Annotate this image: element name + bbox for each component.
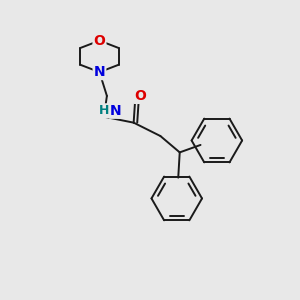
Text: N: N bbox=[110, 104, 122, 118]
Text: O: O bbox=[94, 34, 105, 48]
Text: H: H bbox=[99, 104, 109, 117]
Text: N: N bbox=[94, 65, 105, 79]
Text: O: O bbox=[135, 89, 146, 103]
